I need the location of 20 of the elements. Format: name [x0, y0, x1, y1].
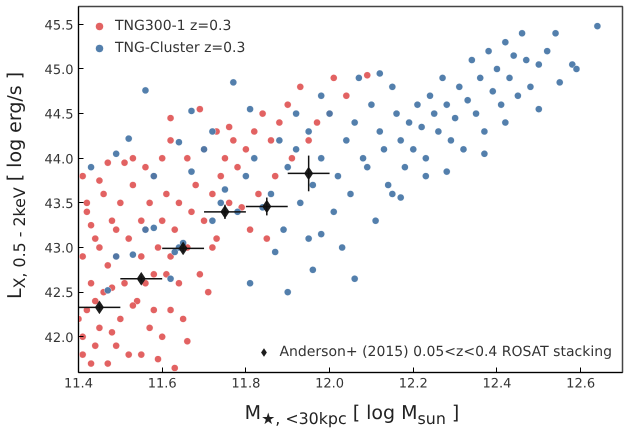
y-tick-label: 43.5: [44, 196, 74, 212]
x-tick-label: 11.6: [148, 376, 177, 392]
y-tick-label: 42.5: [44, 286, 74, 302]
y-tick-label: 42.0: [44, 330, 74, 346]
y-tick-label: 43.0: [44, 242, 74, 257]
x-axis-title: M$_{★, <30kpc}$ [ log M$_{sun}$ ]: [244, 401, 460, 430]
x-tick-label: 12.4: [482, 376, 512, 392]
x-tick-label: 12.6: [566, 376, 596, 392]
legend-label: Anderson+ (2015) 0.05<z<0.4 ROSAT stacking: [279, 344, 612, 360]
x-tick-label: 11.8: [231, 376, 260, 392]
legend-label: TNG300-1 z=0.3: [115, 18, 232, 34]
y-tick-label: 44.5: [44, 108, 74, 123]
x-tick-label: 12.2: [398, 376, 428, 392]
y-tick-label: 44.0: [44, 152, 74, 168]
y-tick-label: 45.5: [44, 18, 74, 34]
x-tick-label: 11.4: [64, 376, 93, 392]
x-tick-label: 12.0: [315, 376, 344, 392]
y-tick-label: 45.0: [44, 62, 74, 78]
point: [136, 272, 146, 286]
legend-label: TNG-Cluster z=0.3: [115, 40, 246, 56]
